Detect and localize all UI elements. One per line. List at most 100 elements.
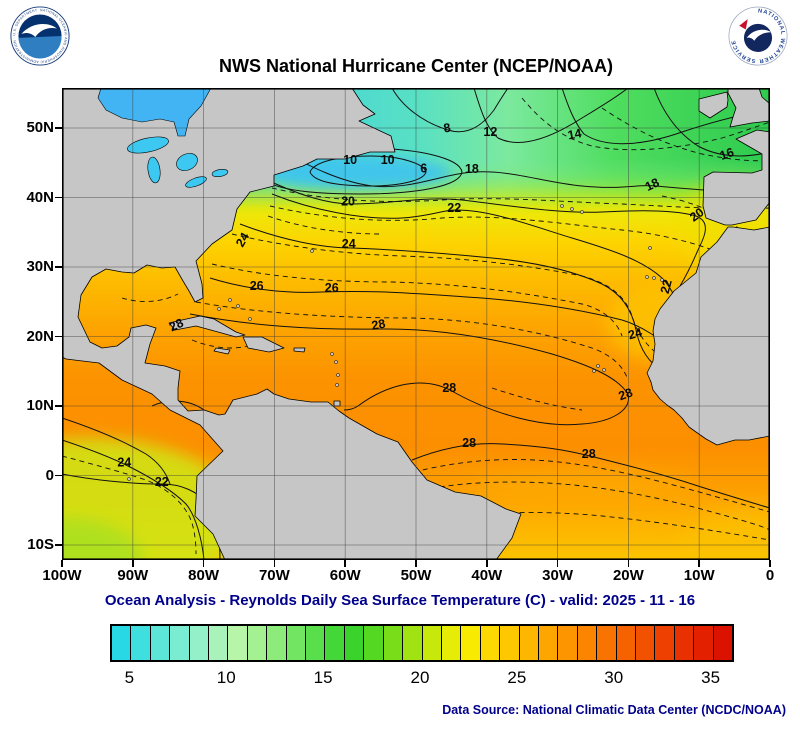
colorbar-segment: [461, 626, 481, 660]
colorbar-segment: [306, 626, 326, 660]
contour-label: 28: [617, 385, 635, 403]
x-axis-label: 90W: [117, 567, 149, 584]
map-caption: Ocean Analysis - Reynolds Daily Sea Surf…: [104, 592, 696, 609]
land-africa: [646, 226, 770, 446]
contour-label: 14: [567, 126, 583, 142]
contour-label: 28: [442, 381, 456, 395]
land-british-isles: [727, 88, 770, 128]
colorbar-segment: [422, 626, 442, 660]
x-axis-tick: [556, 560, 559, 567]
contour-line-dashed: [231, 233, 665, 359]
sst-map: 8 12 14 16 10 10 6 18 18 20 22 20 24 24 22 26 26 28 28 24 28…: [62, 88, 770, 560]
y-axis-tick: [55, 544, 62, 546]
contour-label: 10: [381, 153, 395, 167]
x-axis-tick: [627, 560, 630, 567]
colorbar-segment: [441, 626, 462, 660]
island-dot: [596, 364, 600, 368]
nws-logo: NATIONAL WEATHER SERVICE: [728, 6, 788, 66]
colorbar-segment: [500, 626, 520, 660]
x-axis-tick: [273, 560, 276, 567]
y-axis-tick: [55, 474, 62, 477]
great-lake: [176, 153, 198, 171]
colorbar-tick-label: 5: [124, 668, 135, 687]
island-dot: [570, 207, 574, 211]
colorbar-tick-label: 30: [604, 668, 624, 687]
land-americas: [62, 88, 522, 560]
colorbar-segment: [131, 626, 151, 660]
colorbar-tick-label: 25: [507, 668, 527, 687]
contour-label: 12: [483, 125, 497, 139]
land-puerto-rico: [293, 347, 306, 353]
contour-line-dashed: [191, 339, 249, 349]
x-axis-tick: [698, 560, 700, 567]
island-dot: [560, 204, 564, 208]
contour-line: [209, 277, 673, 351]
island-dot: [127, 477, 131, 481]
island-dot: [336, 373, 340, 377]
colorbar-segment: [286, 626, 307, 660]
y-axis-label: 50N: [26, 119, 54, 136]
island-dot: [660, 278, 664, 282]
x-axis-tick: [769, 560, 771, 567]
island-dot: [248, 317, 252, 321]
island-dot: [335, 383, 339, 387]
nws-emblem: NATIONAL WEATHER SERVICE: [728, 6, 788, 66]
contour-line-dashed: [62, 455, 197, 555]
y-axis-label: 40N: [26, 188, 54, 206]
x-axis-label: 70W: [258, 567, 290, 584]
colorbar-tick-label: 10: [216, 668, 236, 687]
x-axis-tick: [61, 560, 63, 567]
x-axis-label: 0: [765, 567, 775, 584]
colorbar-segment: [383, 626, 404, 660]
contour-line: [62, 417, 171, 485]
x-axis-label: 60W: [329, 567, 361, 584]
colorbar-segment: [170, 626, 190, 660]
contour-line-dashed: [413, 459, 770, 513]
y-axis-tick: [55, 335, 62, 338]
colorbar-segment: [694, 626, 714, 660]
y-axis-tick: [55, 196, 62, 199]
contour-label: 20: [341, 195, 355, 209]
y-axis-tick: [55, 266, 62, 268]
island-dot: [652, 276, 656, 280]
colorbar-segment: [189, 626, 210, 660]
great-lake: [185, 176, 207, 188]
map-border: [62, 88, 770, 560]
colorbar-segment: [674, 626, 695, 660]
contour-label: 26: [325, 281, 339, 295]
land-jamaica: [213, 347, 231, 355]
contour-label: 28: [370, 317, 386, 333]
colorbar-tick-label: 15: [313, 668, 333, 687]
land-trinidad: [333, 400, 341, 407]
y-axis-label: 0: [45, 466, 54, 484]
colorbar-segment: [228, 626, 248, 660]
contour-line: [411, 443, 770, 509]
island-dot: [580, 210, 584, 214]
y-axis-tick: [55, 127, 62, 129]
nws-gull-icon: [746, 29, 772, 41]
colorbar-segment: [558, 626, 578, 660]
contour-label: 24: [117, 455, 131, 469]
contour-label: 24: [342, 237, 356, 251]
contour-line-dashed: [601, 107, 770, 162]
contour-label: 28: [167, 316, 186, 335]
contour-line: [561, 88, 770, 145]
contour-label: 20: [687, 205, 706, 224]
x-axis-tick: [344, 560, 346, 567]
colorbar-segment: [635, 626, 656, 660]
noaa-emblem: NATIONAL OCEANIC AND ATMOSPHERIC ADMINIS…: [8, 3, 70, 66]
contour-line-dashed: [267, 215, 383, 235]
contour-line: [473, 88, 629, 143]
island-dot: [648, 246, 652, 250]
contour-line: [62, 439, 205, 560]
island-dot: [217, 307, 221, 311]
contour-line-dashed: [269, 205, 770, 293]
x-axis-label: 50W: [400, 567, 432, 584]
y-axis-label: 30N: [26, 258, 54, 275]
island-dot: [645, 275, 649, 279]
contour-label: 22: [155, 475, 169, 489]
x-axis-label: 40W: [471, 567, 503, 584]
contour-label: 26: [250, 279, 264, 293]
contour-line-dashed: [271, 187, 770, 209]
